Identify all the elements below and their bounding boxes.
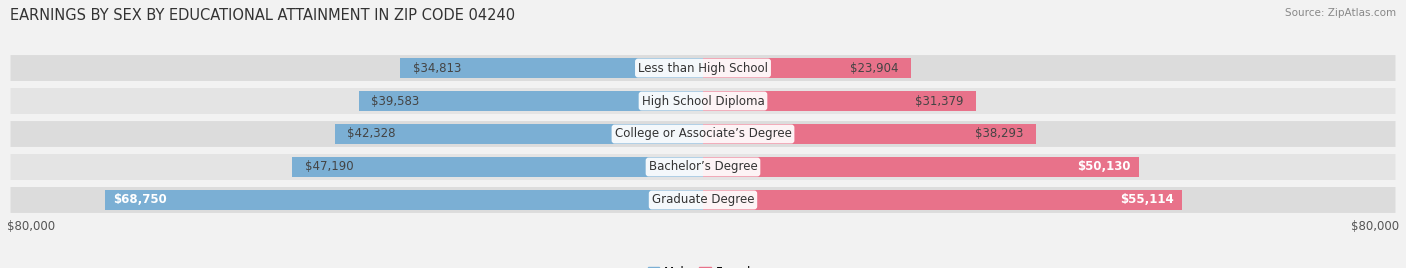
Bar [292, 157, 703, 177]
Text: $42,328: $42,328 [347, 128, 396, 140]
Bar [359, 91, 703, 111]
Text: EARNINGS BY SEX BY EDUCATIONAL ATTAINMENT IN ZIP CODE 04240: EARNINGS BY SEX BY EDUCATIONAL ATTAINMEN… [10, 8, 515, 23]
FancyBboxPatch shape [10, 154, 1396, 180]
Bar [335, 124, 703, 144]
FancyBboxPatch shape [10, 121, 1396, 147]
Text: $50,130: $50,130 [1077, 161, 1130, 173]
Bar [703, 157, 1139, 177]
Text: $39,583: $39,583 [371, 95, 419, 107]
Text: $23,904: $23,904 [851, 62, 898, 75]
Bar [401, 58, 703, 78]
Text: $34,813: $34,813 [413, 62, 461, 75]
Text: Less than High School: Less than High School [638, 62, 768, 75]
FancyBboxPatch shape [10, 187, 1396, 213]
Text: High School Diploma: High School Diploma [641, 95, 765, 107]
Text: Bachelor’s Degree: Bachelor’s Degree [648, 161, 758, 173]
Text: $68,750: $68,750 [114, 193, 167, 206]
Text: College or Associate’s Degree: College or Associate’s Degree [614, 128, 792, 140]
Text: Source: ZipAtlas.com: Source: ZipAtlas.com [1285, 8, 1396, 18]
Bar [703, 58, 911, 78]
Text: $80,000: $80,000 [1351, 220, 1399, 233]
Bar [703, 91, 976, 111]
Bar [105, 190, 703, 210]
FancyBboxPatch shape [10, 88, 1396, 114]
Text: $55,114: $55,114 [1121, 193, 1174, 206]
Text: $80,000: $80,000 [7, 220, 55, 233]
Legend: Male, Female: Male, Female [648, 266, 758, 268]
Text: $47,190: $47,190 [305, 161, 354, 173]
Text: Graduate Degree: Graduate Degree [652, 193, 754, 206]
Text: $31,379: $31,379 [915, 95, 963, 107]
Bar [703, 190, 1182, 210]
Text: $38,293: $38,293 [976, 128, 1024, 140]
Bar [703, 124, 1036, 144]
FancyBboxPatch shape [10, 55, 1396, 81]
